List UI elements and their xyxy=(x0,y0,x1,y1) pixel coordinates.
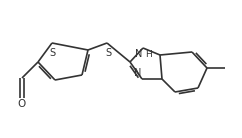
Text: S: S xyxy=(49,48,55,58)
Text: N: N xyxy=(134,68,141,78)
Text: O: O xyxy=(18,99,26,109)
Text: H: H xyxy=(145,50,152,59)
Text: N: N xyxy=(135,49,142,59)
Text: S: S xyxy=(105,48,111,58)
